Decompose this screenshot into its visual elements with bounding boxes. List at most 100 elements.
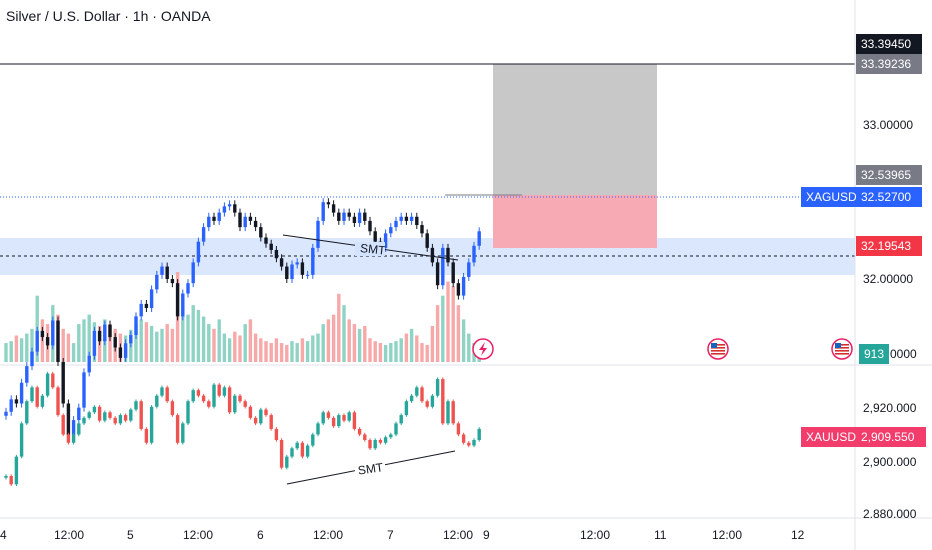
candle-body: [145, 429, 148, 443]
candle-body: [389, 227, 392, 233]
time-label: 9: [483, 528, 490, 542]
candle-body: [358, 213, 361, 223]
candle-body: [374, 231, 377, 241]
stop-zone: [493, 64, 657, 195]
candle-body: [244, 217, 247, 227]
gold-price-label: 2,880.000: [863, 507, 916, 518]
candle-body: [62, 415, 65, 434]
candle-body: [197, 390, 200, 396]
volume-bar: [264, 341, 267, 362]
volume-bar: [311, 335, 314, 362]
us-flag-icon[interactable]: [832, 339, 852, 359]
candle-body: [259, 410, 262, 424]
candle-body: [410, 396, 413, 402]
target-zone: [493, 195, 657, 248]
candle-body: [244, 401, 247, 407]
candle-body: [264, 410, 267, 416]
candle-body: [212, 217, 215, 221]
candle-body: [275, 250, 278, 258]
tag-current-price: 32.52700: [856, 187, 922, 207]
smt-label-silver: SMT: [359, 241, 386, 258]
candle-body: [431, 248, 434, 263]
volume-bar: [306, 341, 309, 362]
gold-price-label: 2,920.000: [863, 401, 916, 415]
lightning-icon[interactable]: [473, 339, 493, 359]
volume-bar: [363, 326, 366, 362]
time-label: 12:00: [712, 528, 742, 542]
candle-body: [446, 401, 449, 423]
candle-body: [441, 248, 444, 285]
candle-body: [56, 321, 59, 363]
candle-body: [478, 429, 481, 440]
us-flag-icon[interactable]: [708, 339, 728, 359]
candle-body: [82, 418, 85, 424]
tag-current-symbol[interactable]: XAGUSD: [801, 187, 856, 207]
candle-body: [134, 401, 137, 409]
candle-body: [415, 217, 418, 225]
candle-body: [337, 415, 340, 426]
candle-body: [171, 279, 174, 283]
volume-bar: [420, 343, 423, 362]
price-label: 33.00000: [863, 118, 913, 132]
volume-bar: [415, 335, 418, 362]
candle-body: [124, 343, 127, 358]
candle-body: [150, 289, 153, 308]
candle-body: [77, 423, 80, 434]
volume-bar: [379, 343, 382, 362]
candle-body: [212, 385, 215, 407]
candle-body: [88, 356, 91, 373]
candle-body: [15, 457, 18, 485]
candle-body: [77, 408, 80, 420]
candle-body: [254, 418, 257, 424]
candle-body: [426, 401, 429, 407]
volume-bar: [322, 324, 325, 362]
candle-body: [10, 399, 13, 411]
candle-body: [4, 476, 7, 478]
volume-bar: [10, 341, 13, 362]
candle-body: [129, 410, 132, 421]
volume-bar: [332, 315, 335, 362]
volume-bar: [166, 324, 169, 362]
volume-bar: [280, 343, 283, 362]
candle-body: [103, 412, 106, 420]
volume-bar: [441, 296, 444, 362]
candle-body: [457, 423, 460, 434]
volume-bar: [389, 343, 392, 362]
candle-body: [270, 415, 273, 429]
tag-gold-price: 2,909.550: [856, 427, 926, 447]
candle-body: [30, 352, 33, 367]
candle-body: [114, 418, 117, 424]
candle-body: [150, 407, 153, 443]
candle-body: [400, 217, 403, 221]
candle-body: [342, 213, 345, 221]
volume-bar: [426, 345, 429, 362]
candle-body: [384, 437, 387, 443]
candle-body: [285, 457, 288, 468]
candle-body: [108, 412, 111, 418]
candle-body: [62, 362, 65, 404]
volume-bar: [186, 315, 189, 362]
tag-top: 33.39450: [856, 34, 922, 54]
volume-bar: [270, 343, 273, 362]
volume-bar: [368, 338, 371, 362]
candle-body: [259, 227, 262, 237]
volume-bar: [431, 326, 434, 362]
candle-body: [140, 304, 143, 316]
candle-body: [322, 412, 325, 423]
volume-bar: [207, 324, 210, 362]
candle-body: [452, 262, 455, 283]
candle-body: [332, 204, 335, 212]
candle-body: [51, 321, 54, 346]
candle-body: [166, 387, 169, 401]
candle-body: [228, 387, 231, 412]
candle-body: [207, 217, 210, 227]
candle-body: [25, 401, 28, 423]
candle-body: [332, 418, 335, 426]
volume-bar: [327, 319, 330, 362]
candle-body: [25, 366, 28, 383]
time-label: 12:00: [183, 528, 213, 542]
candle-body: [275, 429, 278, 440]
tag-gold-symbol[interactable]: XAUUSD: [801, 427, 856, 447]
candle-body: [306, 275, 309, 276]
